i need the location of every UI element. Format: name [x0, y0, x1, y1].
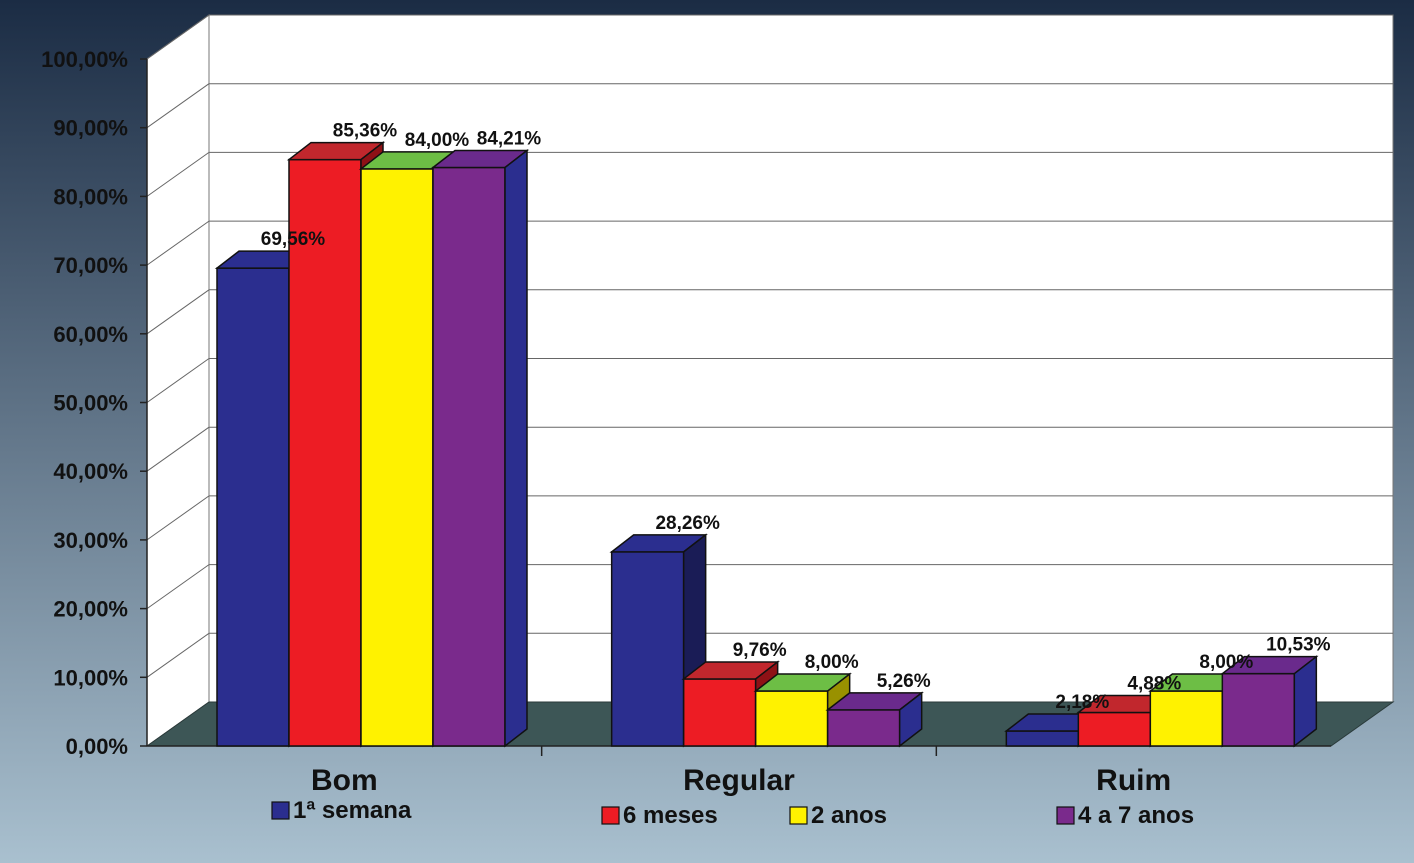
y-tick-label: 100,00% — [41, 47, 128, 72]
data-label: 8,00% — [1199, 652, 1253, 673]
y-tick-label: 50,00% — [53, 391, 128, 416]
data-label: 8,00% — [805, 652, 859, 673]
legend-label: 1ª semana — [293, 797, 412, 824]
y-tick-label: 40,00% — [53, 459, 128, 484]
bars — [214, 141, 1319, 748]
legend-label: 6 meses — [623, 802, 718, 829]
legend: 1ª semana 6 meses 2 anos 4 a 7 anos — [271, 797, 1194, 829]
bar-front — [610, 551, 685, 747]
bar — [430, 148, 530, 748]
data-label: 9,76% — [733, 640, 787, 661]
bar-front — [1077, 711, 1152, 747]
gridline-side — [146, 220, 210, 266]
gridline-side — [146, 495, 210, 541]
data-label: 5,26% — [877, 671, 931, 692]
legend-swatch — [789, 806, 808, 825]
y-tick-label: 10,00% — [53, 665, 128, 690]
data-label: 28,26% — [655, 513, 720, 534]
bar — [609, 533, 708, 748]
data-label: 84,21% — [477, 128, 542, 149]
category-label: Ruim — [1096, 764, 1171, 797]
data-label: 2,18% — [1055, 692, 1109, 713]
y-tick-label: 80,00% — [53, 184, 128, 209]
legend-swatch — [601, 806, 620, 825]
data-label: 84,00% — [405, 130, 470, 151]
legend-item: 4 a 7 anos — [1056, 802, 1194, 829]
gridline-side — [146, 632, 210, 678]
bar-front — [1005, 730, 1080, 747]
bar-front — [754, 690, 829, 747]
y-tick-label: 0,00% — [66, 734, 128, 759]
bar-front — [1221, 672, 1296, 747]
data-labels: 69,56% 85,36% 84,00% 84,21% 28,26% 9,76% 8,00%… — [261, 121, 1331, 713]
y-tick-label: 90,00% — [53, 116, 128, 141]
data-label: 10,53% — [1266, 635, 1331, 656]
gridline-side — [146, 14, 210, 60]
bar-side — [898, 691, 923, 748]
legend-label: 2 anos — [811, 802, 887, 829]
y-tick-label: 20,00% — [53, 597, 128, 622]
bar — [1220, 655, 1319, 748]
bar-front — [288, 158, 362, 747]
legend-item: 1ª semana — [271, 797, 412, 824]
bar-front — [826, 709, 901, 747]
bar — [1076, 693, 1175, 748]
y-tick-label: 60,00% — [53, 322, 128, 347]
category-labels: Bom Regular Ruim — [311, 764, 1171, 797]
category-label: Bom — [311, 764, 378, 797]
bar-side — [504, 148, 528, 748]
bar-front — [360, 168, 434, 747]
bar-front — [432, 166, 506, 747]
legend-swatch — [1056, 806, 1075, 825]
data-label: 85,36% — [333, 121, 398, 142]
bar — [825, 691, 924, 748]
bar-side — [1293, 655, 1318, 748]
gridline-side — [146, 83, 210, 129]
y-tick-label: 30,00% — [53, 528, 128, 553]
legend-item: 2 anos — [789, 802, 887, 829]
data-label: 69,56% — [261, 229, 326, 250]
category-label: Regular — [683, 764, 795, 797]
gridline-side — [146, 564, 210, 610]
gridline-side — [146, 289, 210, 335]
legend-swatch — [271, 801, 290, 820]
bar-front — [1149, 690, 1224, 747]
bar-front — [216, 267, 290, 747]
gridline-side — [146, 151, 210, 197]
y-tick-label: 70,00% — [53, 253, 128, 278]
gridline-side — [146, 426, 210, 472]
legend-item: 6 meses — [601, 802, 718, 829]
data-label: 4,88% — [1127, 673, 1181, 694]
gridline-side — [146, 358, 210, 403]
legend-label: 4 a 7 anos — [1078, 802, 1194, 829]
bar-front — [682, 678, 757, 747]
